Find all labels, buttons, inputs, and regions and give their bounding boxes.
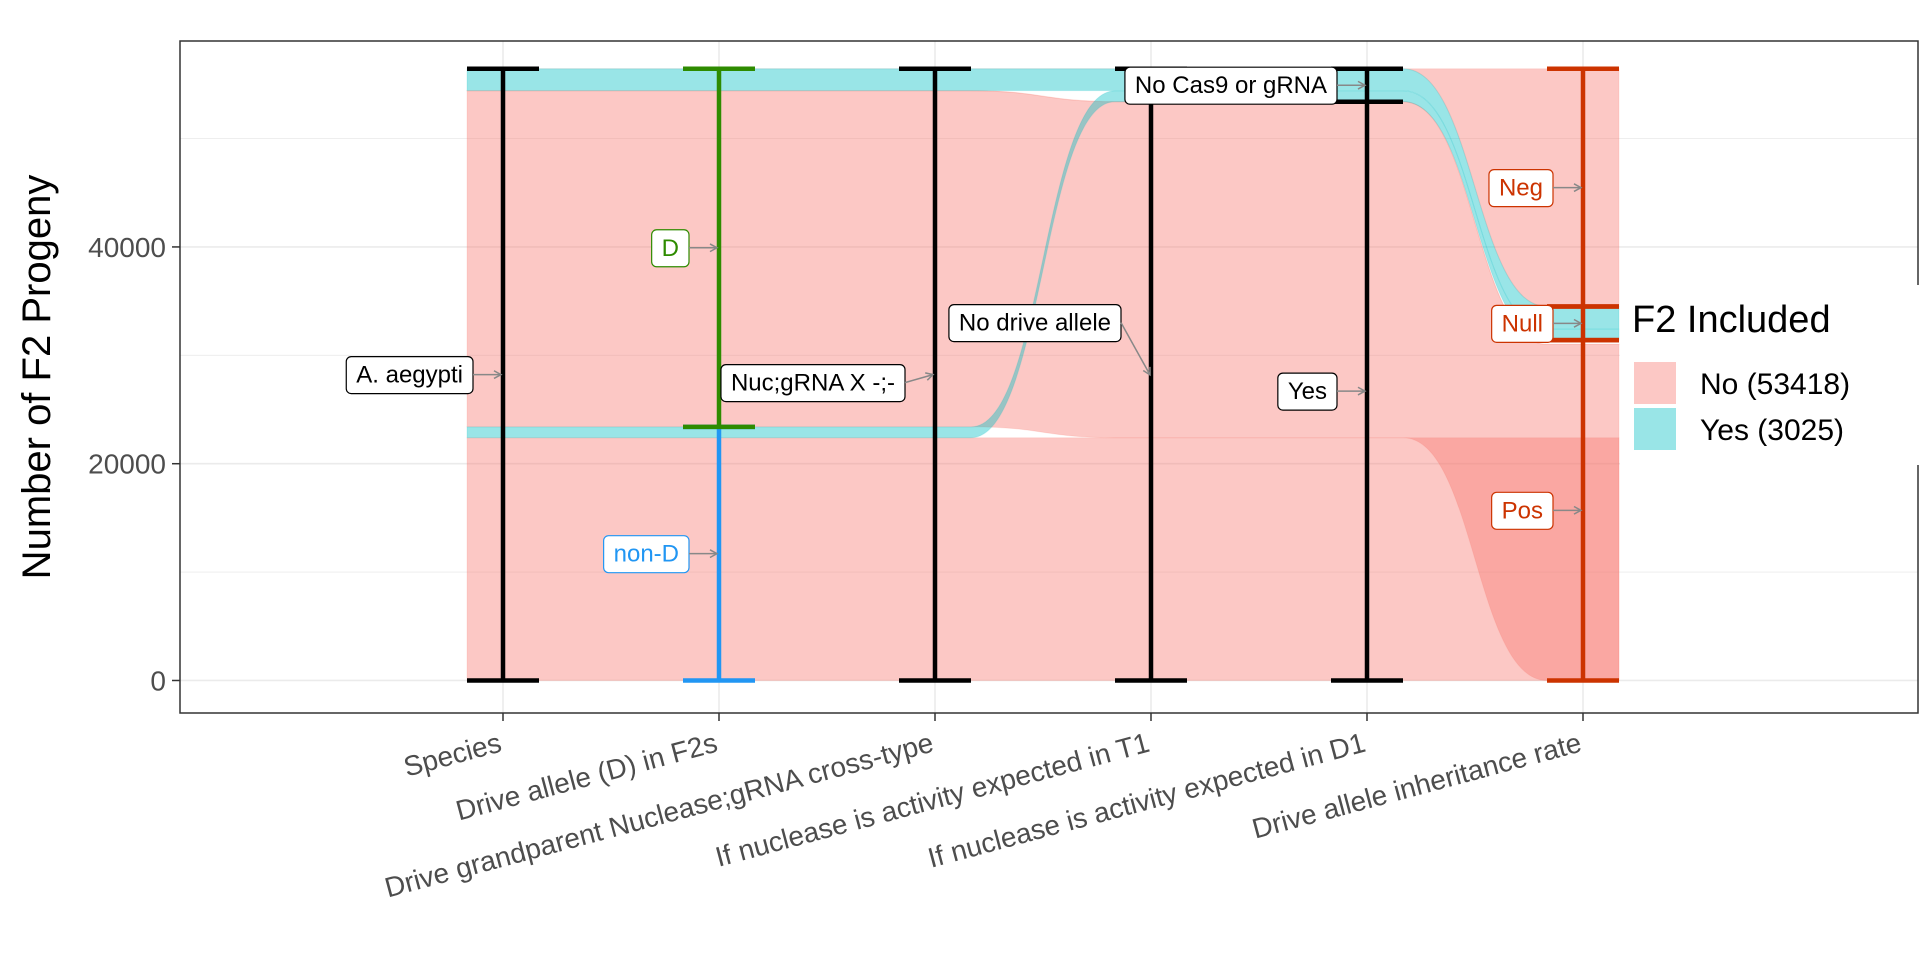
stratum-label-arrowhead bbox=[925, 372, 935, 381]
stratum-label-box bbox=[720, 363, 906, 403]
flow-ribbon-no bbox=[466, 90, 1620, 345]
stratum-label-arrow bbox=[1120, 322, 1151, 376]
stratum-label: non-D bbox=[603, 535, 719, 574]
stratum-label-arrowhead bbox=[493, 370, 503, 380]
stratum-label-arrowhead bbox=[1357, 386, 1367, 396]
stratum-label-arrow bbox=[904, 373, 934, 384]
stratum-label: A. aegypti bbox=[345, 355, 503, 395]
y-tick-label: 40000 bbox=[88, 232, 166, 263]
stratum-label-arrowhead bbox=[1142, 366, 1151, 377]
legend-item-label: No (53418) bbox=[1700, 368, 1850, 401]
stratum-label-text: Nuc;gRNA X -;- bbox=[731, 370, 895, 397]
stratum-label: Neg bbox=[1488, 169, 1583, 208]
legend-swatch bbox=[1634, 408, 1676, 450]
stratum-label: Null bbox=[1491, 304, 1583, 343]
stratum-label: D bbox=[651, 229, 719, 268]
stratum-label-text: No Cas9 or gRNA bbox=[1135, 72, 1327, 99]
strata-labels: A. aegypti non-D D Nuc;gRNA X -;- No drive a… bbox=[345, 66, 1583, 574]
y-tick-label: 20000 bbox=[88, 449, 166, 480]
stratum-label-arrowhead bbox=[1357, 80, 1367, 90]
legend: F2 Included No (53418) Yes (3025) bbox=[1620, 285, 1920, 465]
stratum-label-arrowhead bbox=[709, 243, 719, 253]
stratum-label-text: No drive allele bbox=[959, 310, 1111, 337]
stratum-label-text: Pos bbox=[1502, 497, 1543, 524]
stratum-label-arrowhead bbox=[1573, 183, 1583, 193]
stratum-label: No Cas9 or gRNA bbox=[1124, 66, 1367, 105]
stratum-label: Nuc;gRNA X -;- bbox=[720, 363, 935, 403]
flow-ribbon-yes bbox=[466, 68, 1620, 330]
stratum-label-text: D bbox=[662, 235, 679, 262]
stratum-label: Yes bbox=[1277, 372, 1367, 411]
flow-ribbon-no bbox=[467, 68, 1620, 308]
y-tick-label: 0 bbox=[150, 665, 166, 696]
stratum-label-text: Neg bbox=[1499, 175, 1543, 202]
stratum-label-arrowhead bbox=[1573, 318, 1583, 328]
stratum-label: No drive allele bbox=[948, 303, 1151, 377]
y-axis-label: Number of F2 Progeny bbox=[15, 175, 59, 580]
stratum-label-text: Yes bbox=[1288, 378, 1327, 405]
legend-item-label: Yes (3025) bbox=[1700, 414, 1844, 447]
stratum-label: Pos bbox=[1491, 491, 1583, 530]
y-axis-ticks: 0 20000 40000 bbox=[88, 232, 180, 696]
stratum-label-text: non-D bbox=[614, 541, 679, 568]
stratum-label-arrowhead bbox=[709, 549, 719, 559]
stratum-label-text: Null bbox=[1502, 310, 1543, 337]
legend-swatch bbox=[1634, 362, 1676, 404]
flow-ribbons bbox=[466, 68, 1620, 681]
legend-background bbox=[1620, 285, 1920, 465]
legend-title: F2 Included bbox=[1632, 299, 1831, 341]
stratum-label-text: A. aegypti bbox=[356, 362, 463, 389]
stratum-label-arrowhead bbox=[1573, 505, 1583, 515]
